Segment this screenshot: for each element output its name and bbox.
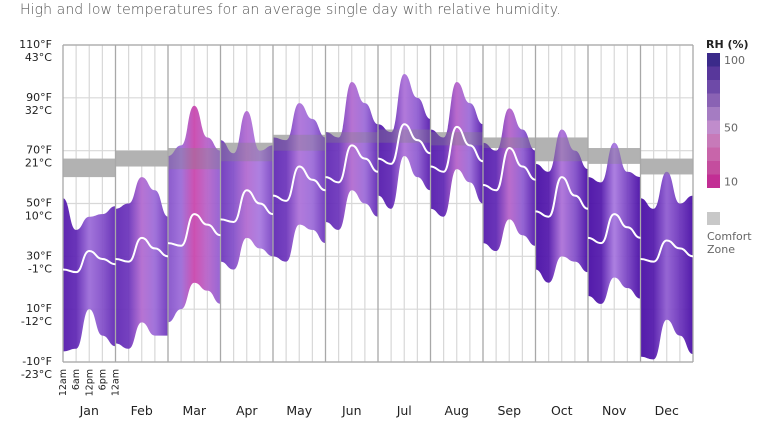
average-temperature-lines xyxy=(62,123,694,274)
average-line-sep xyxy=(482,147,536,192)
legend-color-swatch xyxy=(707,66,720,80)
average-line-jan xyxy=(62,250,116,274)
average-line-jun xyxy=(325,144,379,184)
y-tick-label-f: 50°F xyxy=(26,197,52,210)
average-line-aug xyxy=(430,125,484,173)
comfort-zone-overlay xyxy=(378,129,431,143)
temperature-range-jun xyxy=(325,81,378,230)
average-line-dec xyxy=(640,239,694,263)
legend-color-swatch xyxy=(707,147,720,161)
month-label: Oct xyxy=(551,403,573,418)
legend-color-swatch xyxy=(707,161,720,175)
month-label: Nov xyxy=(602,403,627,418)
comfort-zone-band xyxy=(63,158,116,178)
legend-color-swatch xyxy=(707,80,720,94)
temperature-range-feb xyxy=(115,177,168,349)
hour-tick-label: 12am xyxy=(58,369,69,396)
temperature-ranges xyxy=(63,74,693,360)
average-line-nov xyxy=(587,213,641,245)
average-line-oct xyxy=(535,176,589,218)
legend-title: RH (%) xyxy=(706,38,749,51)
y-tick-label-c: -23°C xyxy=(21,368,52,381)
comfort-zone-overlay xyxy=(273,134,326,151)
month-label: Jul xyxy=(396,403,412,418)
average-line-mar xyxy=(167,213,221,247)
y-tick-label-c: 10°C xyxy=(25,210,52,223)
y-tick-label-f: 30°F xyxy=(26,249,52,262)
comfort-zone-overlay xyxy=(588,148,641,164)
major-gridlines xyxy=(62,44,694,363)
y-tick-label-f: 10°F xyxy=(26,302,52,315)
month-label: Jan xyxy=(79,403,99,418)
comfort-zone-overlay xyxy=(325,132,378,143)
comfort-zone-overlay xyxy=(63,129,693,178)
comfort-zone-overlay xyxy=(220,142,273,162)
comfort-zone-overlay xyxy=(430,132,483,146)
comfort-zone-overlay xyxy=(63,158,116,178)
legend-color-swatch xyxy=(707,134,720,148)
comfort-zone-swatch xyxy=(707,212,720,225)
temperature-range-dec xyxy=(640,171,693,360)
y-tick-label-f: 110°F xyxy=(19,38,52,51)
chart-title: High and low temperatures for an average… xyxy=(20,2,561,18)
month-label: Dec xyxy=(655,403,679,418)
comfort-zone-overlay xyxy=(640,158,693,175)
hour-tick-label: 6am xyxy=(71,369,82,390)
y-tick-label-c: 43°C xyxy=(25,51,52,64)
average-line-apr xyxy=(220,189,274,223)
y-tick-label-f: 90°F xyxy=(26,91,52,104)
y-tick-label-c: 32°C xyxy=(25,104,52,117)
y-axis: 110°F43°C 90°F32°C 70°F21°C 50°F10°C 30°F-1°… xyxy=(19,38,52,381)
y-tick-label-c: -12°C xyxy=(21,315,52,328)
temperature-range-sep xyxy=(483,108,536,252)
month-label: May xyxy=(286,403,312,418)
average-line-jul xyxy=(377,123,431,165)
hour-tick-label: 12pm xyxy=(84,369,95,396)
comfort-zone-label: Zone xyxy=(707,243,735,256)
temperature-range-jul xyxy=(378,74,431,209)
legend-scale-label: 50 xyxy=(724,122,738,135)
legend-scale-label: 100 xyxy=(724,54,745,67)
comfort-zone-band xyxy=(640,158,693,175)
comfort-zone-overlay xyxy=(115,150,168,167)
comfort-zone-label: Comfort xyxy=(707,230,752,243)
comfort-zone-band xyxy=(115,150,168,167)
month-label: Sep xyxy=(497,403,521,418)
month-label: Feb xyxy=(131,403,153,418)
temperature-range-oct xyxy=(535,129,588,283)
y-tick-label-f: 70°F xyxy=(26,144,52,157)
legend-color-swatch xyxy=(707,107,720,121)
month-label: Jun xyxy=(341,403,362,418)
legend-color-swatch xyxy=(707,53,720,67)
average-line-may xyxy=(272,165,326,202)
legend-scale-label: 10 xyxy=(724,176,738,189)
hour-tick-label: 6pm xyxy=(97,369,108,390)
month-label: Mar xyxy=(182,403,206,418)
month-label: Aug xyxy=(445,403,469,418)
temperature-range-nov xyxy=(588,142,641,304)
legend-color-swatch xyxy=(707,93,720,107)
average-line-feb xyxy=(115,236,169,263)
y-tick-label-c: 21°C xyxy=(25,157,52,170)
comfort-zone-overlay xyxy=(535,137,588,162)
y-tick-label-c: -1°C xyxy=(28,262,52,275)
hour-tick-label: 12am xyxy=(111,369,122,396)
y-tick-label-f: -10°F xyxy=(22,355,52,368)
legend-color-swatch xyxy=(707,174,720,188)
temperature-range-jan xyxy=(63,198,116,352)
temperature-range-may xyxy=(273,103,326,262)
temperature-range-aug xyxy=(430,81,483,217)
comfort-zone-overlay xyxy=(168,148,221,170)
month-label: Apr xyxy=(236,403,258,418)
legend-color-swatch xyxy=(707,120,720,134)
comfort-zone-overlay xyxy=(483,137,536,149)
